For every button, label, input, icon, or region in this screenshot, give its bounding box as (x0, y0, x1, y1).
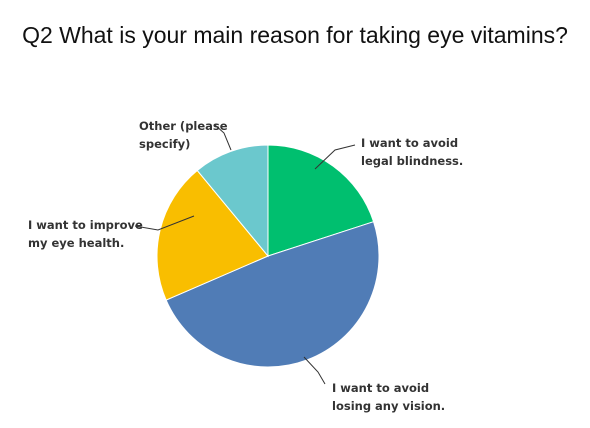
leader-line-2 (303, 356, 326, 385)
slice-label-4: Other (please specify) (139, 119, 228, 151)
leader-line-3 (134, 215, 195, 231)
slice-label-1: I want to avoid legal blindness. (361, 136, 463, 168)
slice-label-3: I want to improve my eye health. (28, 218, 143, 250)
leader-line-1 (314, 144, 356, 170)
chart-title: Q2 What is your main reason for taking e… (22, 22, 568, 48)
slice-label-2: I want to avoid losing any vision. (332, 381, 445, 413)
leader-line-4 (214, 124, 232, 151)
pie-slice-4 (196, 144, 269, 258)
pie-slice-3 (156, 169, 269, 301)
pie-slice-1 (267, 144, 375, 257)
